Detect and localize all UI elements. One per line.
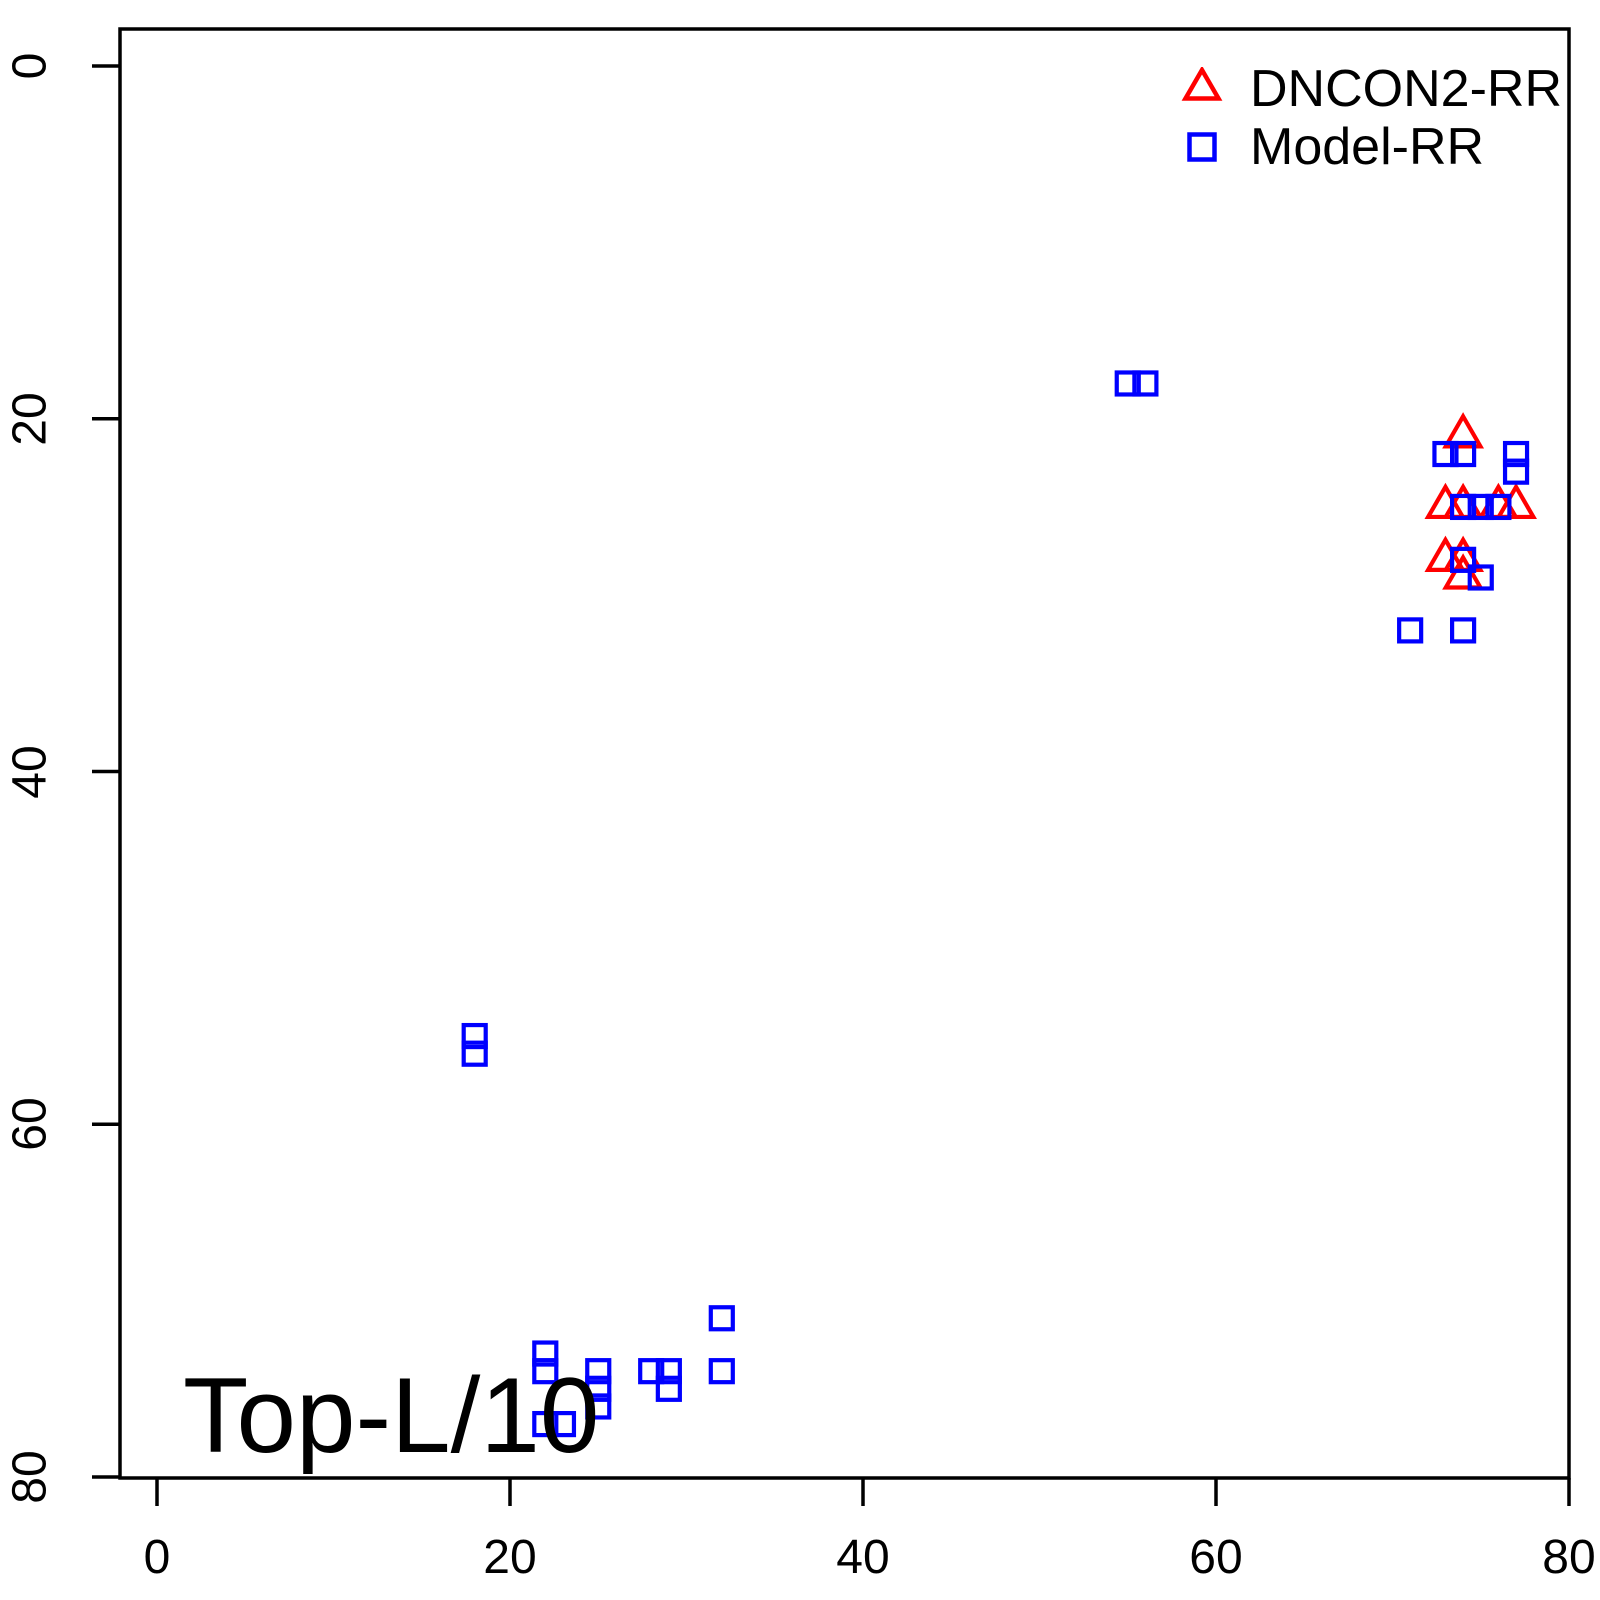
triangle-marker-shape	[1181, 67, 1223, 101]
data-point-square	[708, 1358, 735, 1385]
square-marker-shape	[1187, 132, 1217, 162]
legend-label-model: Model-RR	[1250, 118, 1485, 176]
data-point-square	[549, 1410, 577, 1438]
annotation-top-l10: Top-L/10	[183, 1355, 600, 1475]
y-axis-tick-label: 20	[3, 392, 57, 446]
data-point-square	[1449, 546, 1477, 573]
data-point-triangle	[1424, 482, 1467, 520]
legend-label-dncon2: DNCON2-RR	[1250, 60, 1562, 118]
y-axis-tick-label: 60	[3, 1097, 57, 1151]
y-axis-tick-label: 80	[3, 1450, 57, 1504]
triangle-marker-icon	[1181, 67, 1223, 101]
data-point-triangle	[1442, 412, 1485, 449]
x-axis-tick-label: 0	[143, 1531, 171, 1584]
data-point-square	[532, 1410, 559, 1438]
data-point-triangle	[1495, 482, 1538, 520]
data-point-square	[1449, 440, 1477, 468]
data-point-square	[585, 1358, 612, 1385]
data-point-square	[638, 1358, 665, 1385]
data-point-square	[1132, 370, 1159, 397]
x-axis-tick-label: 80	[1542, 1531, 1596, 1584]
legend-item-dncon2: DNCON2-RR	[1180, 60, 1562, 118]
square-marker-icon	[1187, 132, 1217, 162]
data-point-square	[1502, 458, 1530, 485]
legend: DNCON2-RR Model-RR	[1180, 60, 1562, 176]
data-point-square	[1467, 564, 1494, 591]
data-point-square	[585, 1393, 612, 1420]
x-axis-tick-label: 60	[1189, 1531, 1243, 1584]
x-axis-tick-label: 20	[483, 1531, 537, 1584]
data-point-square	[1467, 493, 1494, 521]
plot-border	[118, 27, 1571, 1480]
x-axis-tick-label: 40	[836, 1531, 890, 1584]
data-point-square	[532, 1358, 559, 1385]
y-axis-tick-label: 0	[3, 52, 57, 80]
data-point-square	[1114, 370, 1141, 397]
data-point-square	[1432, 440, 1459, 468]
data-point-square	[1449, 493, 1477, 521]
data-point-square	[708, 1305, 735, 1332]
data-point-square	[655, 1358, 682, 1385]
data-point-square	[655, 1375, 682, 1402]
data-point-square	[1485, 493, 1512, 521]
data-point-square	[1502, 440, 1530, 468]
data-point-square	[1449, 617, 1477, 644]
data-point-square	[1397, 617, 1424, 644]
legend-item-model: Model-RR	[1180, 118, 1562, 176]
y-axis-tick-label: 40	[3, 744, 57, 799]
data-point-square	[461, 1022, 488, 1050]
data-point-square	[461, 1040, 488, 1067]
data-point-square	[532, 1340, 559, 1367]
data-point-square	[585, 1375, 612, 1402]
